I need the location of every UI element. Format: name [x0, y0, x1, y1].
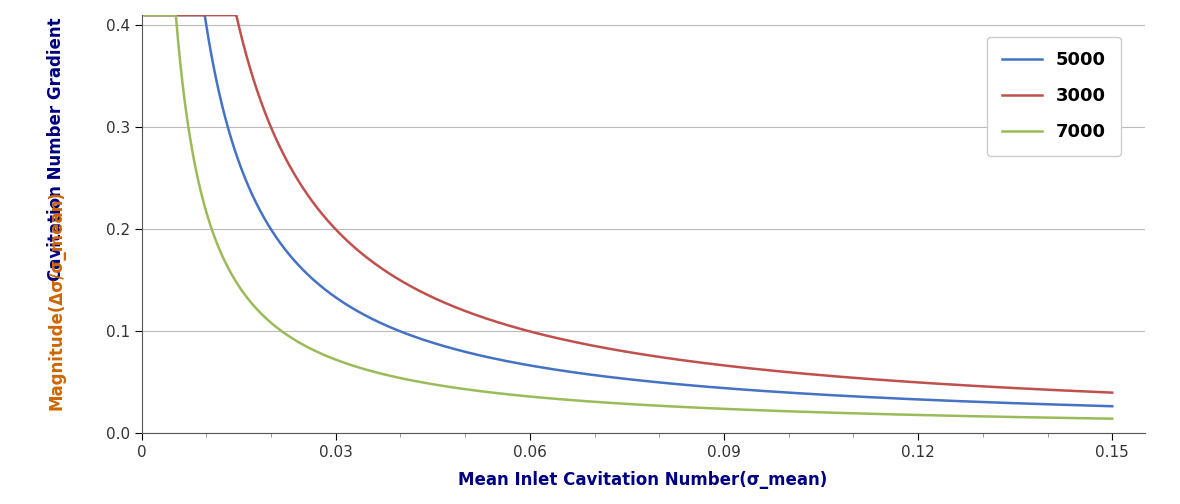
- 7000: [1106, 416, 1120, 422]
- 5000: [933, 397, 948, 403]
- 5000: [507, 359, 522, 365]
- 5000: [859, 394, 873, 400]
- Text: Magnitude(Δσ/σ_mean): Magnitude(Δσ/σ_mean): [47, 190, 65, 410]
- 3000: [767, 368, 781, 374]
- 3000: [138, 12, 152, 18]
- 5000: [717, 385, 732, 391]
- 3000: [859, 376, 873, 382]
- 7000: [933, 412, 948, 418]
- Line: 5000: 5000: [145, 15, 1113, 406]
- X-axis label: Mean Inlet Cavitation Number(σ_mean): Mean Inlet Cavitation Number(σ_mean): [459, 471, 827, 489]
- 3000: [933, 381, 948, 387]
- Line: 3000: 3000: [145, 15, 1113, 393]
- 5000: [314, 283, 328, 289]
- Line: 7000: 7000: [145, 15, 1113, 419]
- 7000: [767, 408, 781, 414]
- 3000: [717, 362, 732, 368]
- 7000: [717, 406, 732, 412]
- Legend: 5000, 3000, 7000: 5000, 3000, 7000: [988, 37, 1121, 156]
- 5000: [1106, 403, 1120, 409]
- 5000: [767, 389, 781, 395]
- 7000: [314, 350, 328, 356]
- 3000: [1106, 390, 1120, 396]
- 7000: [138, 12, 152, 18]
- Text: Cavitation Number Gradient: Cavitation Number Gradient: [47, 17, 65, 281]
- 7000: [507, 392, 522, 398]
- 3000: [507, 324, 522, 330]
- 5000: [138, 12, 152, 18]
- 7000: [859, 411, 873, 417]
- 3000: [314, 209, 328, 215]
